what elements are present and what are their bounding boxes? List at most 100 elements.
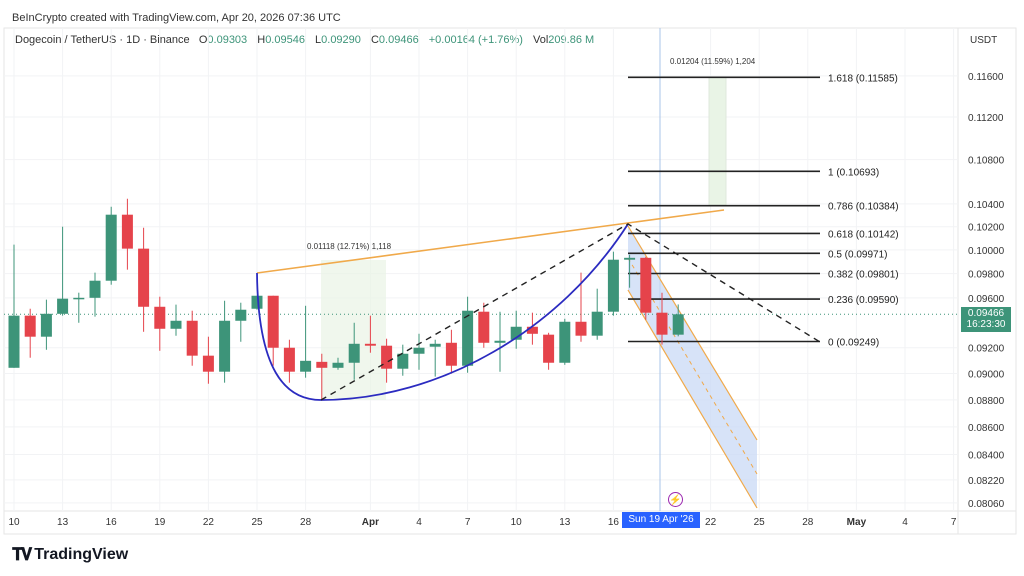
vol-value: 209.86 M	[548, 34, 595, 46]
candle-down	[575, 321, 587, 336]
candle-down	[381, 345, 393, 369]
measure-box	[708, 76, 727, 206]
time-tick-label: May	[847, 517, 867, 528]
candle-up	[57, 298, 69, 314]
candle-down	[154, 306, 166, 329]
high-label: H	[257, 34, 266, 46]
measure-label: 0.01204 (11.59%) 1,204	[670, 57, 756, 66]
current-price-badge: 0.09466 16:23:30	[961, 307, 1011, 332]
candle-up	[462, 310, 474, 366]
fib-level-label: 0.786 (0.10384)	[828, 202, 899, 213]
ohlc-legend: Dogecoin / TetherUS · 1D · Binance O0.09…	[15, 34, 601, 46]
candle-down	[543, 334, 555, 363]
candle-down	[478, 311, 490, 343]
open-label: O	[198, 34, 208, 46]
time-tick-label: 10	[511, 517, 523, 528]
candle-up	[672, 314, 684, 335]
vol-label: Vol	[533, 34, 549, 46]
price-tick-label: 0.11200	[968, 113, 1004, 124]
time-tick-label: 16	[608, 517, 620, 528]
high-value: 0.09546	[265, 34, 305, 46]
measure-label: 0.01118 (12.71%) 1,118	[307, 242, 392, 251]
candle-down	[656, 312, 668, 335]
candle-up	[89, 280, 101, 298]
candle-up	[413, 347, 425, 354]
time-tick-label: 13	[57, 517, 69, 528]
bar-countdown: 16:23:30	[966, 319, 1006, 330]
fib-level-label: 0.236 (0.09590)	[828, 295, 899, 306]
descending-channel	[628, 226, 757, 508]
candle-up	[591, 311, 603, 336]
channel-lower-line	[627, 289, 758, 509]
time-tick-label: 16	[106, 517, 118, 528]
candle-up	[251, 295, 263, 309]
candle-down	[267, 295, 279, 348]
candle-up	[510, 326, 522, 340]
candle-down	[283, 347, 295, 372]
candle-up	[607, 259, 619, 312]
currency-label[interactable]: USDT	[970, 35, 998, 46]
price-tick-label: 0.09000	[968, 370, 1005, 381]
price-tick-label: 0.08400	[968, 450, 1005, 461]
time-tick-label: 10	[8, 517, 20, 528]
time-tick-label: Apr	[362, 517, 379, 528]
time-tick-label: 28	[802, 517, 814, 528]
close-label: C	[370, 34, 379, 46]
measure-box	[321, 260, 386, 400]
price-tick-label: 0.10000	[968, 246, 1005, 257]
fib-level-label: 1.618 (0.11585)	[828, 73, 898, 84]
candle-up	[397, 353, 409, 369]
price-tick-label: 0.10800	[968, 156, 1005, 167]
time-tick-label: 7	[465, 517, 471, 528]
time-tick-label: 4	[416, 517, 422, 528]
open-value: 0.09303	[207, 34, 248, 46]
fib-level-label: 0 (0.09249)	[828, 338, 879, 349]
fib-level-label: 0.382 (0.09801)	[828, 270, 899, 281]
price-tick-label: 0.09200	[968, 344, 1005, 355]
candle-up	[40, 313, 52, 337]
close-value: 0.09466	[378, 34, 419, 46]
candle-up	[170, 320, 182, 329]
candle-down	[445, 342, 457, 366]
lightning-icon[interactable]: ⚡	[668, 492, 683, 507]
candle-up	[300, 360, 312, 372]
candle-down	[24, 315, 36, 337]
tradingview-logo[interactable]: 𝐓𝐕 TradingView	[12, 545, 128, 565]
symbol-name[interactable]: Dogecoin / TetherUS · 1D · Binance	[15, 34, 190, 46]
candle-up	[332, 362, 344, 368]
logo-text: TradingView	[34, 546, 129, 563]
chart-credit: BeInCrypto created with TradingView.com,…	[12, 12, 341, 24]
candle-up	[429, 343, 441, 347]
low-label: L	[315, 34, 322, 46]
time-tick-label: 7	[951, 517, 957, 528]
fib-level-label: 0.618 (0.10142)	[828, 229, 899, 240]
candle-up	[235, 309, 247, 321]
price-tick-label: 0.08800	[968, 396, 1005, 407]
dashed-projection-line	[320, 223, 821, 401]
candle-up	[494, 340, 506, 343]
candle-down	[138, 248, 150, 307]
candle-down	[640, 257, 652, 313]
fib-level-label: 1 (0.10693)	[828, 167, 879, 178]
fib-level-label: 0.5 (0.09971)	[828, 249, 888, 260]
candle-up	[73, 297, 85, 300]
candle-up	[8, 315, 20, 368]
time-tick-label: 22	[203, 517, 215, 528]
cup-curve	[256, 223, 629, 401]
candle-up	[624, 257, 636, 260]
crosshair-date-badge: Sun 19 Apr '26	[622, 512, 700, 528]
candle-up	[219, 320, 231, 372]
time-tick-label: 13	[559, 517, 571, 528]
candle-down	[526, 326, 538, 334]
candle-up	[105, 214, 117, 281]
price-tick-label: 0.09800	[968, 270, 1005, 281]
price-tick-label: 0.11600	[968, 72, 1004, 83]
resistance-trendline	[256, 209, 725, 274]
price-tick-label: 0.10400	[968, 200, 1005, 211]
candle-up	[348, 343, 360, 363]
candle-down	[316, 361, 328, 368]
time-tick-label: 28	[300, 517, 312, 528]
tradingview-logo-icon: 𝐓𝐕	[12, 545, 32, 564]
time-tick-label: 19	[154, 517, 166, 528]
